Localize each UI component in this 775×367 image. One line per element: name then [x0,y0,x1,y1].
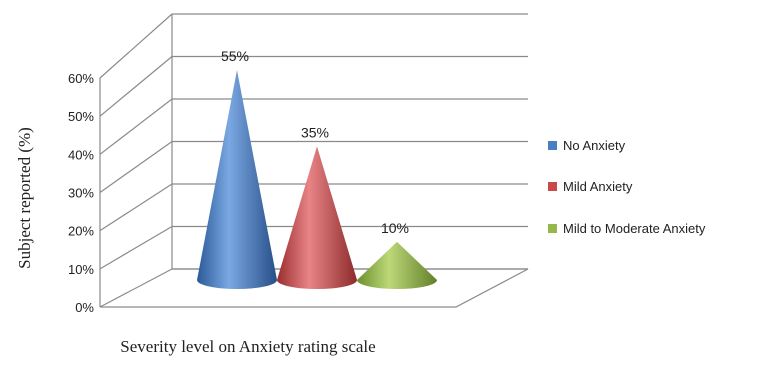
y-axis-ticks: 0% 10% 20% 30% 40% 50% 60% [68,71,94,315]
y-tick-label: 10% [68,262,94,277]
cone-body [277,146,357,289]
cone-body [197,70,277,289]
cone-3 [357,241,437,289]
data-label: 10% [381,220,409,236]
legend: No Anxiety Mild Anxiety Mild to Moderate A… [548,138,706,236]
x-axis-label: Severity level on Anxiety rating scale [120,337,375,356]
legend-swatch [548,182,557,191]
data-label: 55% [221,48,249,64]
cone-2 [277,146,357,289]
cones [197,70,437,289]
y-tick-label: 40% [68,147,94,162]
y-tick-label: 0% [75,300,94,315]
legend-label: Mild to Moderate Anxiety [563,221,706,236]
cone-1 [197,70,277,289]
y-axis-label: Subject reported (%) [15,127,34,269]
legend-label: No Anxiety [563,138,626,153]
legend-swatch [548,141,557,150]
y-tick-label: 30% [68,186,94,201]
legend-item: No Anxiety [548,138,626,153]
y-tick-label: 20% [68,224,94,239]
legend-item: Mild Anxiety [548,179,633,194]
y-tick-label: 60% [68,71,94,86]
gridline-diagonal [99,56,173,117]
data-label: 35% [301,124,329,140]
data-labels: 55% 35% 10% [221,48,409,236]
gridline-diagonal [99,141,173,193]
gridline-diagonal [99,183,173,232]
cone-body [357,241,437,289]
gridline-diagonal [99,13,173,79]
gridline-diagonal [99,98,173,155]
gridline-diagonal [99,225,173,270]
legend-swatch [548,224,557,233]
gridline-diagonal [99,268,173,308]
legend-label: Mild Anxiety [563,179,633,194]
y-tick-label: 50% [68,109,94,124]
legend-item: Mild to Moderate Anxiety [548,221,706,236]
